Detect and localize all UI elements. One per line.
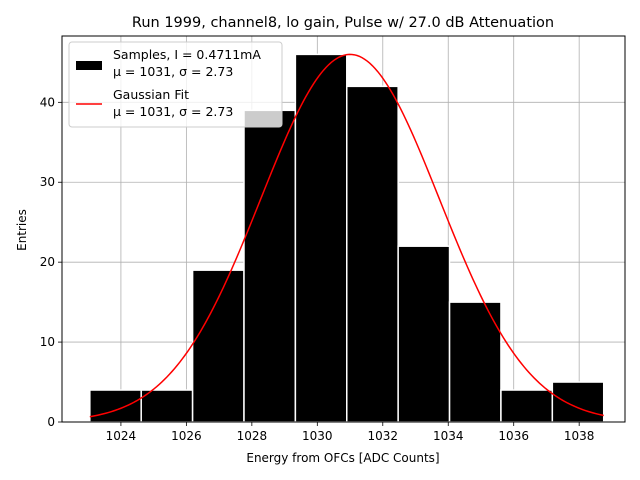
chart-title: Run 1999, channel8, lo gain, Pulse w/ 27…	[132, 15, 554, 31]
histogram-bar	[346, 85, 399, 423]
y-tick-label: 10	[40, 335, 55, 349]
y-tick-label: 40	[40, 95, 55, 109]
y-tick-label: 20	[40, 255, 55, 269]
legend-box	[68, 41, 283, 128]
histogram-bar	[140, 389, 194, 423]
x-tick-label: 1028	[237, 429, 268, 443]
histogram-bar	[89, 389, 142, 423]
histogram-bar	[448, 301, 502, 423]
gaussian-fit-line	[89, 53, 604, 418]
y-axis-label: Entries	[15, 209, 29, 251]
histogram-bar	[294, 53, 348, 423]
x-tick-label: 1030	[302, 429, 333, 443]
x-tick-label: 1026	[171, 429, 202, 443]
legend-label-samples: Samples, I = 0.4711mA	[113, 47, 261, 62]
histogram-bar	[191, 269, 245, 423]
y-tick-label: 30	[40, 175, 55, 189]
x-axis-label: Energy from OFCs [ADC Counts]	[246, 451, 439, 465]
x-tick-label: 1024	[106, 429, 137, 443]
histogram-bar	[243, 109, 297, 423]
x-tick-label: 1038	[564, 429, 595, 443]
y-tick-label: 0	[47, 415, 55, 429]
histogram-bar	[397, 245, 451, 423]
legend: Samples, I = 0.4711mA μ = 1031, σ = 2.73…	[68, 41, 283, 128]
histogram-bar	[500, 389, 554, 423]
x-axis-ticks: 1024 1026 1028 1030 1032 1034 1036 1038	[106, 422, 595, 443]
legend-label-fit: Gaussian Fit	[113, 87, 189, 102]
legend-swatch-samples	[76, 61, 102, 70]
legend-label-fit-stats: μ = 1031, σ = 2.73	[113, 104, 233, 119]
x-tick-label: 1032	[368, 429, 399, 443]
x-tick-label: 1034	[433, 429, 464, 443]
y-axis-ticks: 0 10 20 30 40	[40, 95, 62, 429]
plot-frame	[61, 35, 626, 423]
legend-label-samples-stats: μ = 1031, σ = 2.73	[113, 64, 233, 79]
x-tick-label: 1036	[498, 429, 529, 443]
histogram-bar	[551, 381, 605, 423]
